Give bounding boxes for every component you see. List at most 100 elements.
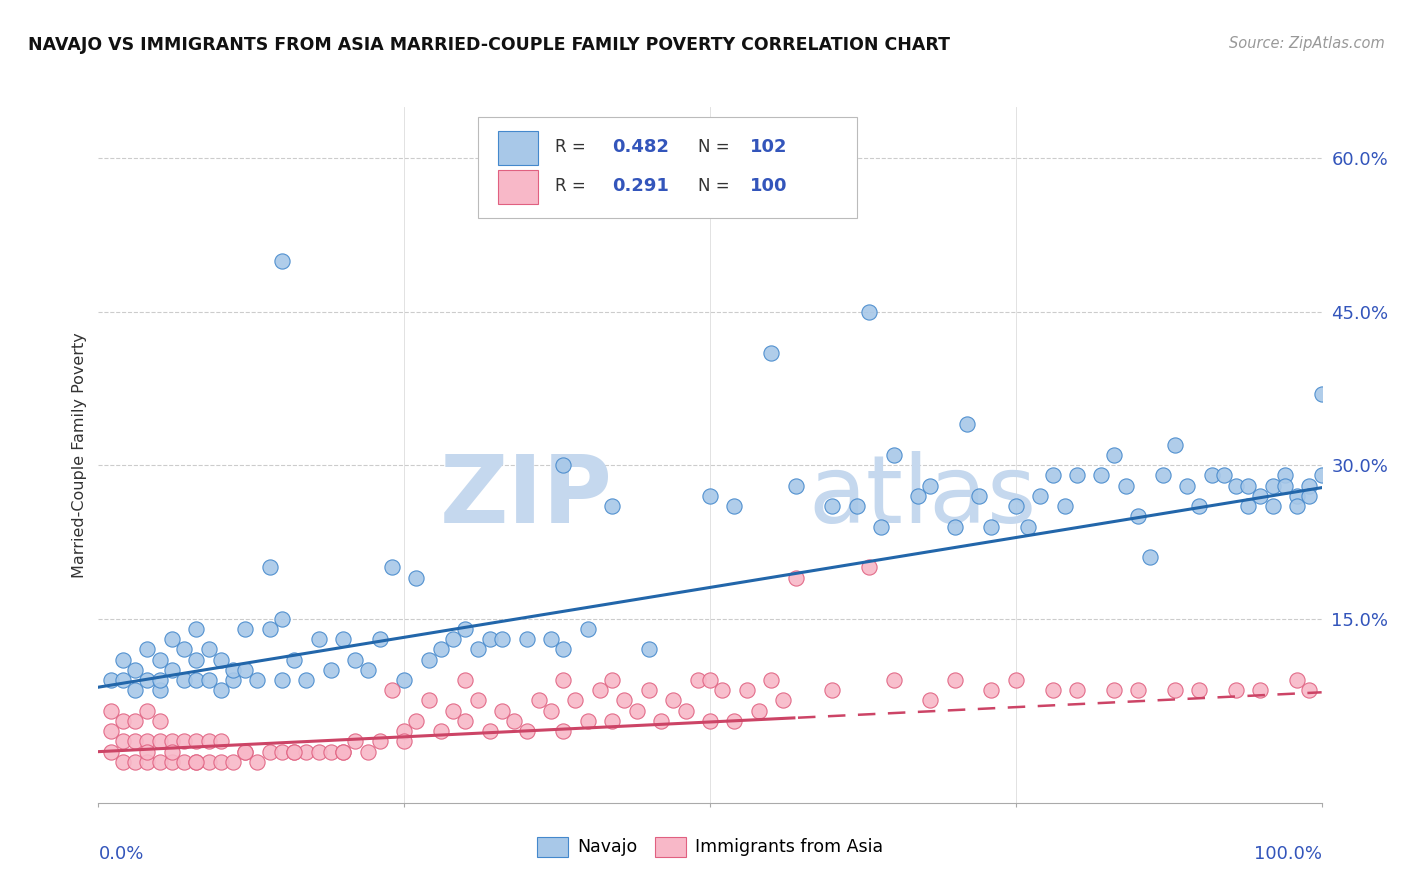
Point bbox=[430, 724, 453, 739]
Point bbox=[772, 693, 794, 707]
Point bbox=[1029, 489, 1052, 503]
Point bbox=[600, 673, 623, 687]
Legend: Navajo, Immigrants from Asia: Navajo, Immigrants from Asia bbox=[530, 830, 890, 863]
Point bbox=[1225, 683, 1247, 698]
Point bbox=[160, 632, 183, 646]
Point bbox=[883, 448, 905, 462]
Point bbox=[186, 652, 208, 666]
Point bbox=[308, 632, 330, 646]
Point bbox=[1004, 499, 1026, 513]
Point bbox=[392, 673, 416, 687]
Point bbox=[186, 622, 208, 636]
Point bbox=[1164, 438, 1187, 452]
Point bbox=[821, 499, 844, 513]
Point bbox=[209, 755, 232, 769]
Point bbox=[136, 704, 159, 718]
Point bbox=[1042, 468, 1064, 483]
FancyBboxPatch shape bbox=[478, 118, 856, 219]
Point bbox=[613, 693, 636, 707]
Point bbox=[1249, 683, 1271, 698]
Point bbox=[441, 704, 464, 718]
Point bbox=[1212, 468, 1234, 483]
Point bbox=[1066, 683, 1088, 698]
Point bbox=[711, 683, 734, 698]
Point bbox=[173, 642, 195, 657]
Point bbox=[418, 693, 440, 707]
Text: R =: R = bbox=[555, 177, 585, 194]
Point bbox=[233, 622, 256, 636]
Point bbox=[186, 734, 208, 748]
Point bbox=[319, 663, 342, 677]
Text: N =: N = bbox=[697, 177, 730, 194]
Point bbox=[1128, 683, 1150, 698]
Point bbox=[160, 745, 183, 759]
Point bbox=[1225, 478, 1247, 492]
Point bbox=[626, 704, 648, 718]
Point bbox=[1237, 478, 1260, 492]
Point bbox=[1286, 499, 1309, 513]
Point bbox=[209, 683, 232, 698]
Point bbox=[124, 734, 146, 748]
Text: 0.291: 0.291 bbox=[612, 177, 669, 194]
Point bbox=[1261, 499, 1284, 513]
Point bbox=[478, 632, 501, 646]
Point bbox=[233, 745, 256, 759]
Point bbox=[821, 683, 844, 698]
Point bbox=[1115, 478, 1137, 492]
Point bbox=[637, 683, 661, 698]
Point bbox=[1102, 448, 1125, 462]
Point bbox=[149, 755, 172, 769]
Point bbox=[1128, 509, 1150, 524]
Point bbox=[723, 499, 745, 513]
Point bbox=[1298, 489, 1320, 503]
Point bbox=[308, 745, 330, 759]
Point bbox=[907, 489, 929, 503]
Point bbox=[1310, 386, 1333, 401]
Point bbox=[100, 745, 122, 759]
Point bbox=[111, 714, 134, 728]
Point bbox=[295, 745, 318, 759]
Point bbox=[136, 745, 159, 759]
Point bbox=[186, 755, 208, 769]
Point bbox=[1274, 478, 1296, 492]
Point bbox=[1310, 468, 1333, 483]
Point bbox=[259, 560, 281, 574]
Point bbox=[332, 632, 354, 646]
Point bbox=[197, 734, 219, 748]
Point bbox=[1286, 673, 1309, 687]
Point bbox=[845, 499, 868, 513]
Text: NAVAJO VS IMMIGRANTS FROM ASIA MARRIED-COUPLE FAMILY POVERTY CORRELATION CHART: NAVAJO VS IMMIGRANTS FROM ASIA MARRIED-C… bbox=[28, 36, 950, 54]
Point bbox=[246, 755, 269, 769]
Point bbox=[149, 673, 172, 687]
FancyBboxPatch shape bbox=[498, 131, 537, 165]
Point bbox=[1237, 499, 1260, 513]
Point bbox=[920, 693, 942, 707]
Point bbox=[160, 663, 183, 677]
Point bbox=[943, 673, 966, 687]
Text: Source: ZipAtlas.com: Source: ZipAtlas.com bbox=[1229, 36, 1385, 51]
Point bbox=[467, 693, 489, 707]
Point bbox=[454, 622, 477, 636]
Point bbox=[283, 745, 305, 759]
Point bbox=[540, 704, 562, 718]
Point bbox=[259, 745, 281, 759]
Point bbox=[222, 673, 245, 687]
Point bbox=[344, 652, 367, 666]
Text: 0.482: 0.482 bbox=[612, 137, 669, 156]
Point bbox=[883, 673, 905, 687]
Point bbox=[233, 663, 256, 677]
Point bbox=[233, 745, 256, 759]
FancyBboxPatch shape bbox=[498, 170, 537, 203]
Point bbox=[149, 652, 172, 666]
Point bbox=[209, 652, 232, 666]
Point bbox=[186, 673, 208, 687]
Point bbox=[650, 714, 672, 728]
Point bbox=[515, 724, 537, 739]
Point bbox=[1175, 478, 1198, 492]
Point bbox=[1261, 478, 1284, 492]
Text: 100.0%: 100.0% bbox=[1254, 845, 1322, 863]
Point bbox=[430, 642, 453, 657]
Point bbox=[527, 693, 550, 707]
Point bbox=[149, 683, 172, 698]
Point bbox=[100, 704, 122, 718]
